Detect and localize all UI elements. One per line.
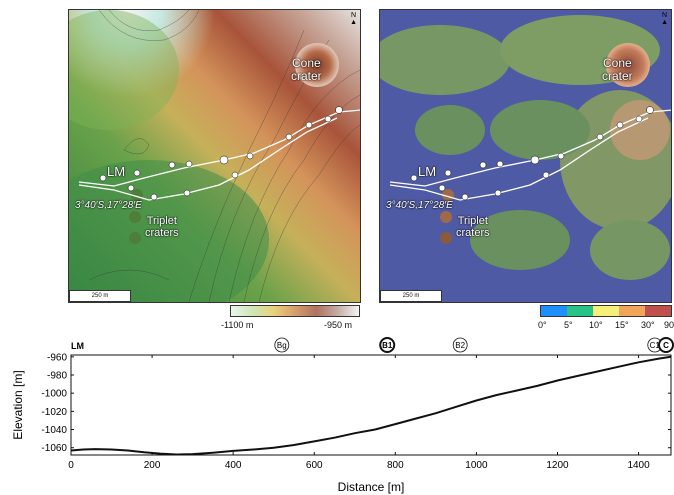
x-tick-label: 200 [144,460,161,471]
x-tick-label: 1200 [546,460,569,471]
slope-tick-label: 90° [664,320,674,330]
triplet-craters-label: Triplet craters [145,215,179,239]
lm-label: LM [418,164,437,179]
cone-crater-label: Cone crater [291,56,322,83]
x-tick-label: 0 [68,460,74,471]
x-tick-label: 400 [225,460,242,471]
profile-marker-label: B2 [455,341,465,350]
profile-marker-circle [379,337,396,353]
profile-marker-circle [274,337,290,353]
y-tick-label: -960 [47,352,67,363]
y-tick-label: -1000 [41,389,67,400]
scale-bar: 250 m [69,290,131,302]
slope-swatch [593,306,619,316]
slope-tick-label: 10° [589,320,603,330]
triplet-craters-label: Triplet craters [456,215,490,239]
y-tick-label: -1040 [41,425,67,436]
slope-tick-label: 5° [564,320,573,330]
coordinates-label: 3°40′S,17°28′E [386,200,453,211]
slope-tick-label: 15° [615,320,629,330]
colorbar-max-label: -950 m [324,320,353,330]
slope-swatch [541,306,567,316]
profile-marker-label: Bg [277,341,287,350]
profile-marker-label: C [663,341,669,350]
y-tick-label: -980 [47,371,67,382]
x-tick-label: 600 [306,460,323,471]
slope-map-image [380,10,671,302]
scale-bar: 250 m [380,290,442,302]
profile-marker-label: LM [71,341,84,351]
y-tick-label: -1060 [41,443,67,454]
north-arrow-icon: N ▲ [350,12,357,26]
profile-marker-circle [452,337,468,353]
x-tick-label: 800 [387,460,404,471]
x-tick-label: 1000 [465,460,488,471]
profile-marker-label: C1 [650,341,661,350]
profile-marker-label: B1 [382,341,393,350]
elevation-profile-chart: LM Bg B1 B2 C1 C 0 200 400 600 800 1000 1200 1400 -96… [11,337,674,494]
slope-swatch [619,306,645,316]
cone-crater-label: Cone crater [602,56,633,83]
elevation-map-image [69,10,360,302]
colorbar-min-label: -1100 m [221,320,254,330]
slope-tick-label: 30° [641,320,655,330]
coordinates-label: 3°40′S,17°28′E [75,200,142,211]
plot-frame [70,354,672,456]
lm-label: LM [107,164,126,179]
slope-swatch [645,306,671,316]
slope-swatch [567,306,593,316]
slope-tick-label: 0° [538,320,547,330]
slope-map: N ▲ LM 3°40′S,17°28′E Cone crater Triplet c… [379,9,672,303]
slope-colorbar [540,305,672,317]
elevation-profile-line [70,355,672,456]
profile-marker-circle [658,337,674,353]
elevation-map: N ▲ LM 3°40′S,17°28′E Cone crater Triplet c… [68,9,361,303]
y-tick-label: -1020 [41,407,67,418]
y-axis-label: Elevation [m] [11,370,25,439]
x-tick-label: 1400 [627,460,650,471]
elevation-colorbar [230,305,360,317]
north-arrow-icon: N ▲ [661,12,668,26]
x-axis-label: Distance [m] [338,480,405,494]
